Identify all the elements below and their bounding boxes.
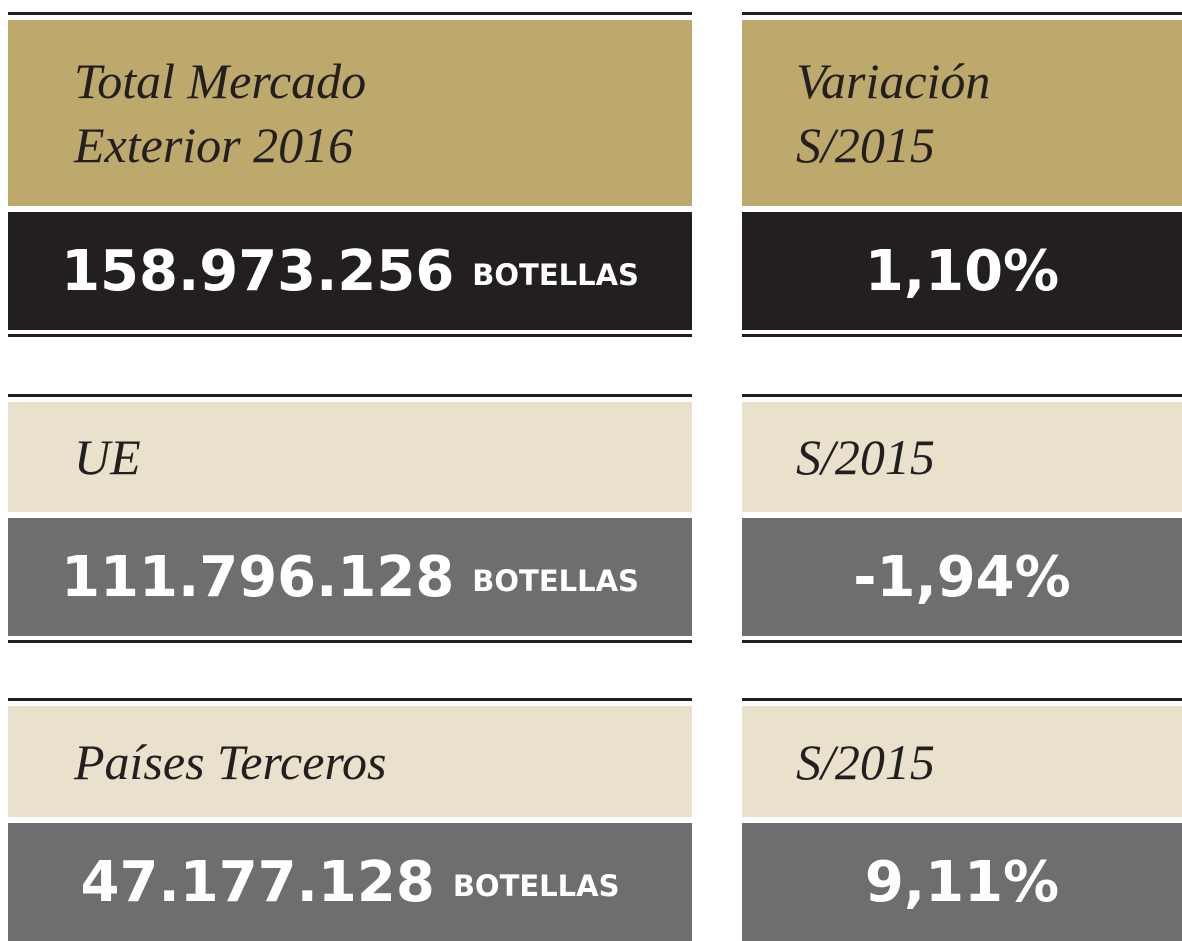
rule xyxy=(742,640,1182,643)
rule xyxy=(742,698,1182,701)
rule xyxy=(742,394,1182,397)
value-box: 158.973.256 BOTELLAS xyxy=(8,212,692,330)
row-header: Países Terceros xyxy=(8,706,692,817)
header-line: Exterior 2016 xyxy=(74,117,354,173)
value-box: 47.177.128 BOTELLAS xyxy=(8,823,692,941)
bottle-count: 158.973.256 xyxy=(61,238,455,304)
variation-value: 1,10% xyxy=(864,238,1060,304)
rule xyxy=(8,394,692,397)
variation-value: -1,94% xyxy=(853,544,1071,610)
header-line: S/2015 xyxy=(796,429,935,485)
variation-value: 9,11% xyxy=(864,849,1060,915)
header-line: Total Mercado xyxy=(74,53,367,109)
unit: BOTELLAS xyxy=(472,564,639,598)
header-line: S/2015 xyxy=(796,733,935,790)
rule xyxy=(742,12,1182,15)
rule xyxy=(742,334,1182,337)
rule xyxy=(8,12,692,15)
unit: BOTELLAS xyxy=(452,869,620,903)
value-box: 1,10% xyxy=(742,212,1182,330)
row-header: UE xyxy=(8,402,692,512)
value-box: -1,94% xyxy=(742,518,1182,636)
unit: BOTELLAS xyxy=(472,258,639,292)
header-line: S/2015 xyxy=(796,117,935,173)
rule xyxy=(8,640,692,643)
value-box: 111.796.128 BOTELLAS xyxy=(8,518,692,636)
bottle-count: 111.796.128 xyxy=(61,544,455,610)
row-header: Total Mercado Exterior 2016 xyxy=(8,20,692,206)
rule xyxy=(8,698,692,701)
row-header: Variación S/2015 xyxy=(742,20,1182,206)
bottle-count: 47.177.128 xyxy=(80,849,435,915)
header-line: Países Terceros xyxy=(74,733,387,790)
header-line: Variación xyxy=(796,53,991,109)
value-box: 9,11% xyxy=(742,823,1182,941)
row-header: S/2015 xyxy=(742,706,1182,817)
header-line: UE xyxy=(74,429,141,485)
rule xyxy=(8,334,692,337)
row-header: S/2015 xyxy=(742,402,1182,512)
